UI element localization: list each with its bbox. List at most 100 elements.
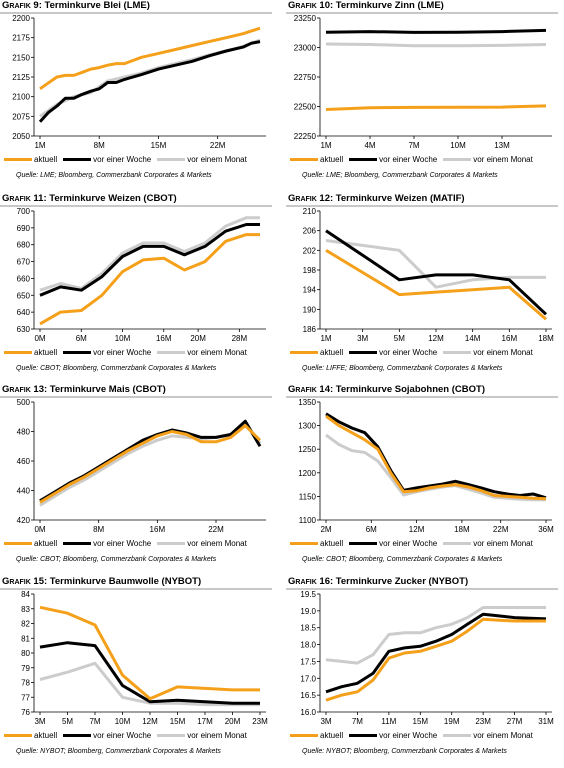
legend-swatch xyxy=(157,158,186,162)
chart-title-text: Terminkurve Weizen (CBOT) xyxy=(49,193,177,204)
series-line-vor-einer-Woche xyxy=(39,223,260,297)
series-line-vor-einer-Woche xyxy=(38,40,261,123)
legend-item-aktuell: aktuell xyxy=(290,539,343,548)
chart-title-text: Terminkurve Sojabohnen (CBOT) xyxy=(335,384,485,395)
x-tick-label: 23M xyxy=(252,717,268,726)
legend: aktuell vor einer Woche vor einem Monat xyxy=(290,348,539,357)
y-tick-label: 19.5 xyxy=(300,590,316,599)
legend-label: vor einem Monat xyxy=(187,539,247,548)
legend-label: vor einer Woche xyxy=(93,155,152,164)
series-line-vor-einem-Monat xyxy=(325,433,546,502)
x-tick-label: 2M xyxy=(320,525,331,534)
y-tick-label: 640 xyxy=(17,308,31,317)
y-tick-label: 16.0 xyxy=(300,708,316,717)
x-tick-label: 28M xyxy=(232,334,248,343)
legend-swatch xyxy=(349,734,378,738)
y-tick-label: 23250 xyxy=(294,14,317,23)
x-tick-label: 12M xyxy=(428,334,444,343)
title-rule xyxy=(0,396,272,398)
y-tick-label: 82 xyxy=(21,620,30,629)
title-rule xyxy=(0,12,272,14)
chart-title-text: Terminkurve Baumwolle (NYBOT) xyxy=(49,576,202,587)
x-tick-label: 15M xyxy=(170,717,186,726)
y-tick-label: 2075 xyxy=(12,112,30,121)
legend-item-monat: vor einem Monat xyxy=(443,539,533,548)
x-tick-label: 11M xyxy=(381,717,396,726)
legend-swatch xyxy=(349,158,378,162)
chart-title-text: Terminkurve Mais (CBOT) xyxy=(49,384,166,395)
x-tick-label: 13M xyxy=(494,141,510,150)
legend-label: aktuell xyxy=(320,731,344,740)
legend-swatch xyxy=(4,734,32,738)
legend-swatch xyxy=(63,351,92,355)
chart-svg: 84 83 82 81 80 79 78 77 76 3M 5M 7M 10M 12M 15M 17M 20M 2… xyxy=(21,590,268,726)
x-tick-label: 12M xyxy=(409,525,425,534)
legend-label: vor einer Woche xyxy=(379,348,438,357)
legend: aktuell vor einer Woche vor einem Monat xyxy=(4,155,253,164)
y-tick-label: 194 xyxy=(303,286,317,295)
y-tick-label: 670 xyxy=(17,258,31,267)
legend: aktuell vor einer Woche vor einem Monat xyxy=(4,348,253,357)
chart-panel-1: Grafik 9: Terminkurve Blei (LME) 2200 2175… xyxy=(0,0,282,192)
legend-item-monat: vor einem Monat xyxy=(157,348,247,357)
y-tick-label: 650 xyxy=(17,291,31,300)
x-tick-label: 10M xyxy=(115,334,131,343)
x-tick-label: 3M xyxy=(34,717,45,726)
legend-swatch xyxy=(443,351,472,355)
y-tick-label: 81 xyxy=(21,634,30,643)
legend-swatch xyxy=(157,734,186,738)
chart-panel-2: Grafik 10: Terminkurve Zinn (LME) 23250 23… xyxy=(286,0,564,192)
legend-swatch xyxy=(349,542,378,546)
x-tick-label: 18M xyxy=(538,334,554,343)
legend-label: vor einem Monat xyxy=(473,155,533,164)
y-tick-label: 680 xyxy=(17,241,31,250)
legend-item-aktuell: aktuell xyxy=(4,155,57,164)
x-tick-label: 22M xyxy=(493,525,509,534)
legend-item-woche: vor einer Woche xyxy=(349,731,437,740)
series-line-vor-einem-Monat xyxy=(325,606,546,665)
chart-title: Grafik 16: Terminkurve Zucker (NYBOT) xyxy=(288,576,468,587)
legend-label: vor einem Monat xyxy=(187,731,247,740)
y-tick-label: 420 xyxy=(17,516,31,525)
y-tick-label: 206 xyxy=(303,227,317,236)
legend-item-woche: vor einer Woche xyxy=(349,155,437,164)
legend-swatch xyxy=(4,351,32,355)
x-tick-label: 20M xyxy=(190,334,206,343)
legend-label: aktuell xyxy=(34,155,58,164)
x-tick-label: 22M xyxy=(210,141,226,150)
series-line-aktuell xyxy=(39,605,260,701)
y-tick-label: 83 xyxy=(21,605,30,614)
series-line-vor-einem-Monat xyxy=(325,239,546,289)
series-line-aktuell xyxy=(325,249,547,321)
x-tick-label: 3M xyxy=(357,334,368,343)
y-tick-label: 460 xyxy=(17,457,31,466)
y-tick-label: 84 xyxy=(21,590,30,599)
x-tick-label: 15M xyxy=(151,141,167,150)
x-tick-label: 7M xyxy=(352,717,363,726)
y-tick-label: 690 xyxy=(17,224,31,233)
legend-swatch xyxy=(157,542,186,546)
y-tick-label: 1150 xyxy=(299,492,317,501)
y-tick-label: 1300 xyxy=(298,422,316,431)
y-tick-label: 18.0 xyxy=(300,641,316,650)
legend-item-aktuell: aktuell xyxy=(4,539,57,548)
legend-item-aktuell: aktuell xyxy=(290,155,343,164)
x-tick-label: 0M xyxy=(34,525,45,534)
legend-label: vor einer Woche xyxy=(379,155,438,164)
y-tick-label: 18.5 xyxy=(300,624,316,633)
legend-label: aktuell xyxy=(34,539,58,548)
y-tick-label: 2050 xyxy=(12,132,30,141)
y-tick-label: 77 xyxy=(21,693,30,702)
series-line-aktuell xyxy=(325,414,547,501)
y-tick-label: 198 xyxy=(303,266,317,275)
x-tick-label: 8M xyxy=(93,525,104,534)
chart-title: Grafik 15: Terminkurve Baumwolle (NYBOT) xyxy=(2,576,201,587)
legend-item-monat: vor einem Monat xyxy=(157,539,247,548)
legend-swatch xyxy=(443,158,472,162)
legend-label: aktuell xyxy=(320,348,344,357)
x-tick-label: 15M xyxy=(413,717,429,726)
